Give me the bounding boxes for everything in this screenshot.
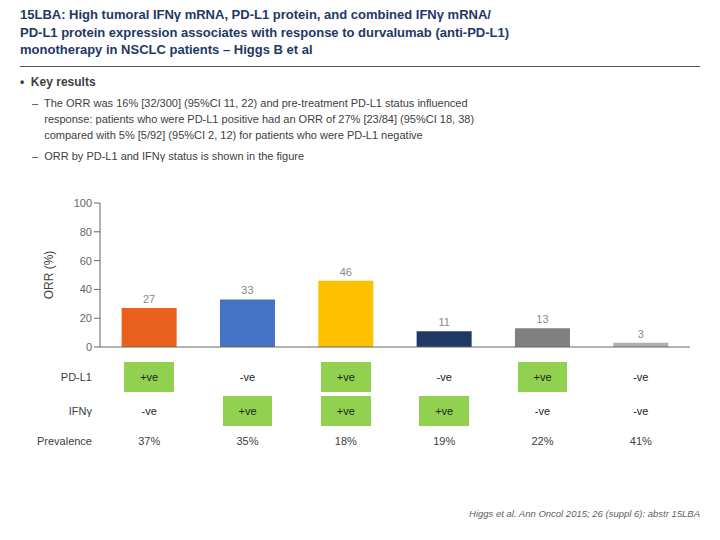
- html-text:-ve: -ve: [239, 371, 256, 383]
- svg-text:13: 13: [536, 313, 548, 325]
- svg-text:3: 3: [638, 328, 644, 340]
- html-text:41%: 41%: [629, 435, 652, 447]
- html-text:PD-L1: PD-L1: [60, 371, 92, 383]
- html-text:– The ORR was 16% [32/300] (95: – The ORR was 16% [32/300] (95%CI 11, 22…: [32, 97, 475, 142]
- html-text:-ve: -ve: [436, 371, 452, 383]
- html-text:18%: 18%: [334, 435, 357, 447]
- html-text:– ORR by PD-L1 and IFNγ status: – ORR by PD-L1 and IFNγ status is shown …: [32, 150, 305, 163]
- svg-text:80: 80: [80, 226, 92, 238]
- html-text:-ve: -ve: [534, 405, 551, 417]
- svg-text:46: 46: [340, 266, 352, 278]
- svg-text:11: 11: [438, 316, 449, 328]
- html-text:IFNγ: IFNγ: [68, 405, 92, 417]
- html-text:-ve: -ve: [633, 405, 649, 417]
- html-text:+ve: +ve: [533, 371, 552, 383]
- html-text:Higgs et al. Ann Oncol 2015; 2: Higgs et al. Ann Oncol 2015; 26 (suppl 6…: [469, 508, 700, 519]
- html-text:19%: 19%: [433, 435, 456, 447]
- html-text:+ve: +ve: [238, 405, 257, 417]
- html-text:-ve: -ve: [633, 371, 649, 383]
- html-text:Prevalence: Prevalence: [37, 435, 92, 447]
- svg-text:20: 20: [80, 312, 92, 324]
- html-text:monotherapy in NSCLC patients: monotherapy in NSCLC patients – Higgs B …: [20, 42, 313, 58]
- svg-text:40: 40: [80, 283, 92, 295]
- svg-text:0: 0: [86, 341, 92, 353]
- svg-text:100: 100: [74, 197, 92, 209]
- html-text:22%: 22%: [531, 435, 554, 447]
- html-text:+ve: +ve: [336, 405, 355, 417]
- html-text:+ve: +ve: [435, 405, 454, 417]
- svg-text:27: 27: [143, 293, 155, 305]
- svg-text:60: 60: [80, 255, 92, 267]
- svg-text:33: 33: [241, 284, 253, 296]
- html-text:-ve: -ve: [141, 405, 157, 417]
- html-text:15LBA: High tumoral IFNγ mRNA,: 15LBA: High tumoral IFNγ mRNA, PD-L1 pro…: [20, 7, 491, 22]
- html-text:• Key results: • Key results: [20, 75, 96, 89]
- html-text:+ve: +ve: [336, 371, 355, 383]
- html-text:37%: 37%: [138, 435, 161, 447]
- html-text:PD-L1 protein expression assoc: PD-L1 protein expression associates with…: [20, 24, 510, 40]
- svg-text:ORR (%): ORR (%): [42, 251, 56, 300]
- html-text:+ve: +ve: [140, 371, 159, 383]
- html-text:35%: 35%: [236, 435, 259, 447]
